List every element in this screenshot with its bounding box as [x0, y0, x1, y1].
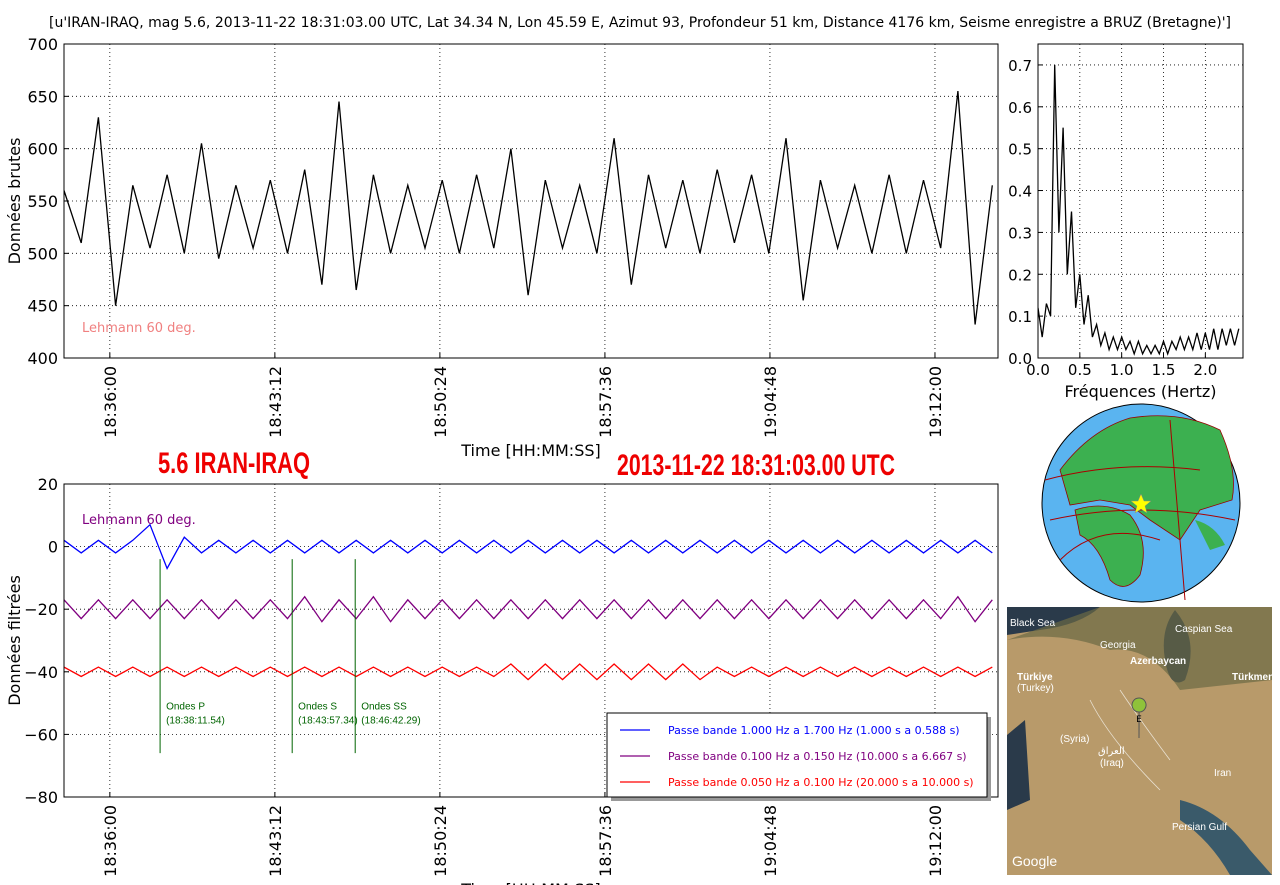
- map-label: (Iraq): [1100, 758, 1124, 769]
- phase-time: (18:43:57.34): [298, 715, 358, 726]
- x-tick-label: 1.0: [1110, 361, 1134, 379]
- headline-event: 5.6 IRAN-IRAQ: [158, 447, 310, 480]
- y-tick-label: 0.6: [1008, 99, 1032, 117]
- map-pin-label: E: [1136, 715, 1142, 725]
- map-label: (Turkey): [1017, 683, 1054, 694]
- y-tick-label: 700: [27, 35, 58, 54]
- map-label: Iran: [1214, 768, 1231, 779]
- map-label: Google: [1012, 853, 1057, 869]
- y-tick-label: 550: [27, 192, 58, 211]
- map-label: Türkmen: [1232, 672, 1274, 683]
- legend-label: Passe bande 0.100 Hz a 0.150 Hz (10.000 …: [668, 750, 967, 763]
- x-tick-label: 18:57:36: [596, 366, 615, 438]
- x-tick-label: 18:36:00: [101, 805, 120, 877]
- phase-label: Ondes S: [298, 701, 337, 712]
- map-label: Türkiye: [1017, 672, 1053, 683]
- map-label: Persian Gulf: [1172, 822, 1227, 833]
- y-tick-label: −60: [24, 725, 58, 744]
- annotation: Lehmann 60 deg.: [82, 321, 196, 336]
- y-tick-label: 0.5: [1008, 141, 1032, 159]
- map: Black Sea Caspian Sea Georgia Azerbaycan…: [1007, 607, 1274, 875]
- series-line: [64, 91, 993, 325]
- legend: [606, 712, 988, 798]
- map-label: Caspian Sea: [1175, 624, 1233, 635]
- series-line: [64, 663, 993, 681]
- annotation: Lehmann 60 deg.: [82, 513, 196, 528]
- x-tick-label: 18:57:36: [596, 805, 615, 877]
- series-line: [64, 523, 993, 571]
- y-axis-label: Données brutes: [5, 138, 24, 265]
- plot-frame: [1037, 43, 1244, 359]
- plot-frame: [63, 43, 999, 359]
- y-tick-label: 500: [27, 244, 58, 263]
- x-tick-label: 18:50:24: [431, 805, 450, 877]
- legend-label: Passe bande 1.000 Hz a 1.700 Hz (1.000 s…: [668, 724, 960, 737]
- y-tick-label: 0.0: [1008, 350, 1032, 368]
- plot-frame: [63, 483, 999, 798]
- y-tick-label: 0.3: [1008, 224, 1032, 242]
- y-tick-label: 450: [27, 297, 58, 316]
- map-label: العراق: [1098, 746, 1125, 757]
- y-tick-label: 0.2: [1008, 266, 1032, 284]
- x-tick-label: 19:04:48: [761, 366, 780, 438]
- y-tick-label: 0.7: [1008, 57, 1032, 75]
- y-tick-label: 650: [27, 87, 58, 106]
- y-tick-label: 400: [27, 349, 58, 368]
- x-tick-label: 18:43:12: [266, 366, 285, 438]
- y-axis-label: Données filtrées: [5, 575, 24, 706]
- x-tick-label: 19:04:48: [761, 805, 780, 877]
- map-label: Azerbaycan: [1130, 656, 1186, 667]
- x-tick-label: 18:50:24: [431, 366, 450, 438]
- y-tick-label: −20: [24, 600, 58, 619]
- phase-time: (18:46:42.29): [361, 715, 421, 726]
- phase-label: Ondes SS: [361, 701, 407, 712]
- page-title: [u'IRAN-IRAQ, mag 5.6, 2013-11-22 18:31:…: [49, 15, 1231, 31]
- globe: [1041, 403, 1241, 603]
- x-tick-label: 19:12:00: [926, 366, 945, 438]
- phase-label: Ondes P: [166, 701, 205, 712]
- x-tick-label: 0.0: [1026, 361, 1050, 379]
- y-tick-label: 600: [27, 140, 58, 159]
- map-label: (Syria): [1060, 734, 1089, 745]
- x-tick-label: 18:36:00: [101, 366, 120, 438]
- x-axis-label: Fréquences (Hertz): [1064, 382, 1216, 401]
- x-tick-label: 18:43:12: [266, 805, 285, 877]
- y-tick-label: 0: [48, 538, 58, 557]
- y-tick-label: −40: [24, 663, 58, 682]
- y-tick-label: 20: [38, 475, 58, 494]
- x-axis-label: Time [HH:MM:SS]: [460, 441, 601, 460]
- series-line: [1038, 64, 1240, 356]
- map-pin: [1131, 697, 1147, 739]
- x-axis-label: Time [HH:MM:SS]: [460, 880, 601, 885]
- map-label: Georgia: [1100, 640, 1136, 651]
- phase-time: (18:38:11.54): [166, 715, 225, 726]
- legend-label: Passe bande 0.050 Hz a 0.100 Hz (20.000 …: [668, 776, 974, 789]
- map-label: Black Sea: [1010, 618, 1055, 629]
- y-tick-label: 0.4: [1008, 183, 1032, 201]
- y-tick-label: −80: [24, 788, 58, 807]
- x-tick-label: 2.0: [1193, 361, 1217, 379]
- x-tick-label: 0.5: [1068, 361, 1092, 379]
- series-line: [64, 595, 993, 623]
- y-tick-label: 0.1: [1008, 308, 1032, 326]
- headline-time: 2013-11-22 18:31:03.00 UTC: [617, 449, 895, 482]
- x-tick-label: 1.5: [1152, 361, 1176, 379]
- x-tick-label: 19:12:00: [926, 805, 945, 877]
